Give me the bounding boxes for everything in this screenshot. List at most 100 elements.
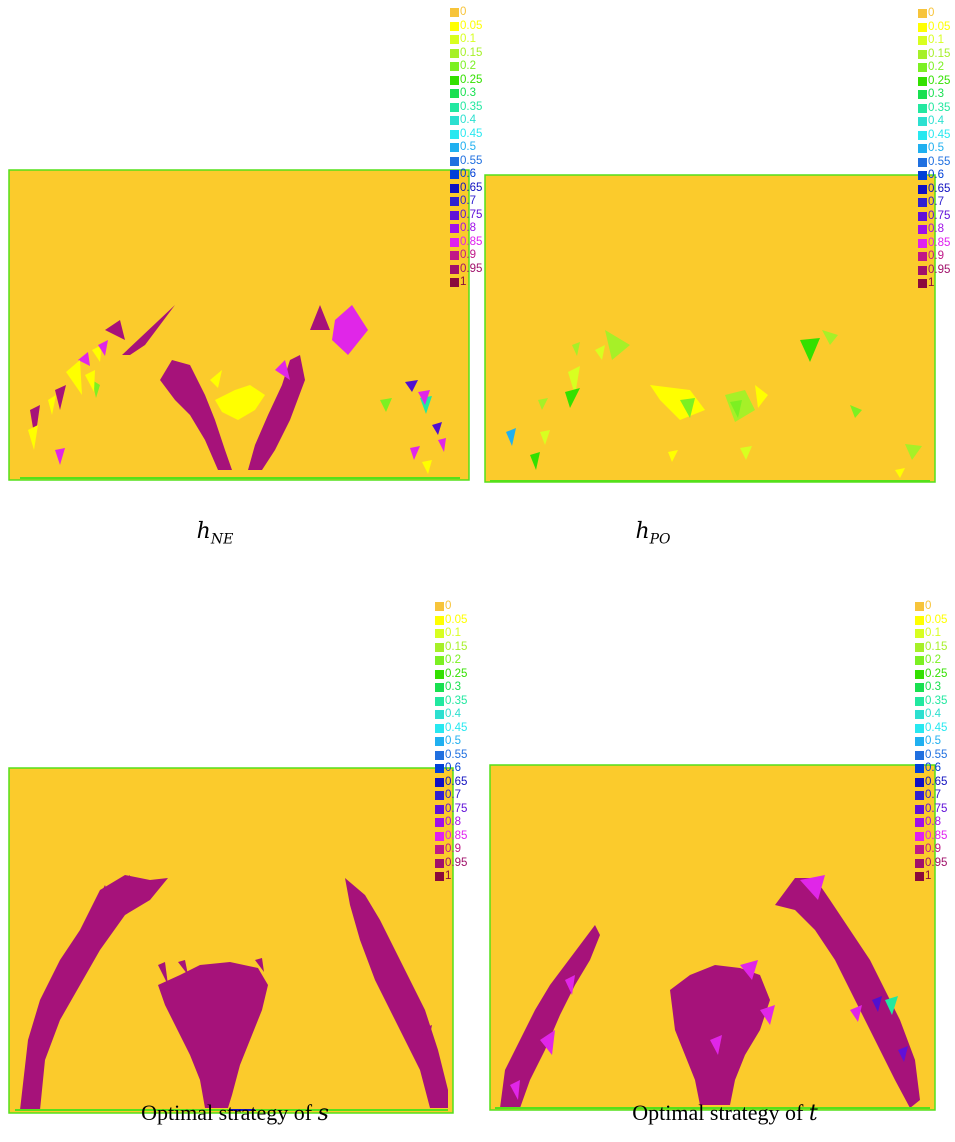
legend-entry: 0.05 <box>435 614 495 628</box>
legend-entry: 1 <box>450 276 510 290</box>
legend-entry: 0.35 <box>435 695 495 709</box>
legend-swatch <box>450 143 459 152</box>
legend-entry: 0.1 <box>435 627 495 641</box>
legend-label: 0.75 <box>925 802 948 815</box>
legend-swatch <box>450 278 459 287</box>
region-center-blob <box>740 960 758 980</box>
legend-entry: 0.1 <box>915 627 955 641</box>
region-left-arch <box>30 405 40 440</box>
legend-label: 0.45 <box>460 127 483 140</box>
region-patch <box>800 338 820 362</box>
legend-swatch <box>915 723 924 733</box>
legend-swatch <box>450 224 459 233</box>
legend-swatch <box>435 737 444 746</box>
legend-label: 0.95 <box>925 856 948 869</box>
legend-swatch <box>918 198 927 207</box>
legend-label: 0.95 <box>460 262 483 275</box>
legend-swatch <box>435 818 444 827</box>
legend-swatch <box>918 171 927 180</box>
legend-entry: 0.55 <box>435 749 495 763</box>
legend-swatch <box>450 35 459 44</box>
region-patch <box>540 430 550 445</box>
caption-opt-t: Optimal strategy of t <box>600 1100 850 1126</box>
region-right-side <box>418 390 430 405</box>
legend-entry: 0.2 <box>918 61 955 75</box>
legend-swatch <box>918 211 927 221</box>
legend-entry: 0.05 <box>918 21 955 35</box>
legend-label: 0.9 <box>928 250 944 262</box>
legend-swatch <box>435 723 444 733</box>
region-left-arch <box>28 425 38 450</box>
legend-entry: 0.7 <box>915 789 955 803</box>
region-center-blob <box>760 1005 775 1025</box>
legend-swatch <box>915 845 924 854</box>
region-patch <box>565 388 580 408</box>
legend-label: 0.25 <box>928 74 951 87</box>
region-right-side <box>380 398 392 412</box>
region-right-arch <box>885 996 898 1015</box>
legend-opt-s: 0 0.05 0.1 0.15 0.2 0.25 0.3 0.35 0.4 0.45 0.5 0.55… <box>435 600 495 884</box>
legend-entry: 0.45 <box>915 722 955 736</box>
region-patch <box>506 428 516 446</box>
legend-swatch <box>915 669 924 679</box>
region-right-arch <box>872 996 882 1012</box>
legend-label: 0.7 <box>925 789 941 801</box>
legend-entry: 0.3 <box>435 681 495 695</box>
legend-label: 0.15 <box>928 47 951 60</box>
legend-entry: 0.9 <box>435 843 495 857</box>
legend-label: 0.2 <box>925 654 941 666</box>
region-center-v <box>248 355 305 470</box>
legend-entry: 0.55 <box>450 155 510 169</box>
legend-entry: 0.45 <box>918 129 955 143</box>
legend-label: 0.9 <box>445 843 461 855</box>
legend-label: 0.6 <box>928 169 944 181</box>
legend-swatch <box>918 279 927 288</box>
legend-label: 0.4 <box>445 708 461 720</box>
legend-swatch <box>915 629 924 638</box>
legend-swatch <box>435 710 444 719</box>
region-left-arch <box>105 320 125 340</box>
legend-swatch <box>915 602 924 611</box>
legend-entry: 1 <box>918 277 955 291</box>
legend-swatch <box>915 642 924 652</box>
legend-entry: 0.7 <box>918 196 955 210</box>
legend-label: 1 <box>928 277 935 289</box>
legend-entry: 0.9 <box>918 250 955 264</box>
legend-swatch <box>918 9 927 18</box>
legend-swatch <box>450 197 459 206</box>
caption-sub: NE <box>210 531 234 548</box>
legend-swatch <box>918 117 927 126</box>
legend-label: 0.8 <box>460 222 476 234</box>
region-right-arch <box>850 1005 862 1022</box>
legend-label: 0.45 <box>445 721 468 734</box>
legend-swatch <box>915 858 924 868</box>
legend-swatch <box>918 36 927 45</box>
region-left-arch <box>48 395 56 415</box>
legend-opt-t: 0 0.05 0.1 0.15 0.2 0.25 0.3 0.35 0.4 0.45 0.5 0.55… <box>915 600 955 884</box>
legend-label: 0.75 <box>928 209 951 222</box>
caption-var: t <box>808 1101 818 1126</box>
legend-label: 0.75 <box>460 208 483 221</box>
region-patch <box>595 345 605 360</box>
legend-swatch <box>915 615 924 625</box>
legend-entry: 0.65 <box>450 182 510 196</box>
region-right-arch <box>775 878 920 1108</box>
legend-swatch <box>450 21 459 31</box>
region-right-arch <box>345 878 448 1108</box>
legend-label: 0.5 <box>460 141 476 153</box>
legend-swatch <box>435 629 444 638</box>
legend-swatch <box>915 737 924 746</box>
region-patch <box>568 366 580 395</box>
legend-label: 0.35 <box>460 100 483 113</box>
legend-label: 0.25 <box>445 667 468 680</box>
legend-swatch <box>435 791 444 800</box>
legend-swatch <box>435 872 444 881</box>
legend-entry: 0.95 <box>435 857 495 871</box>
legend-swatch <box>918 238 927 248</box>
legend-entry: 0.5 <box>918 142 955 156</box>
legend-swatch <box>918 265 927 275</box>
legend-label: 0 <box>928 7 935 19</box>
legend-swatch <box>435 831 444 841</box>
region-patch <box>740 446 752 460</box>
